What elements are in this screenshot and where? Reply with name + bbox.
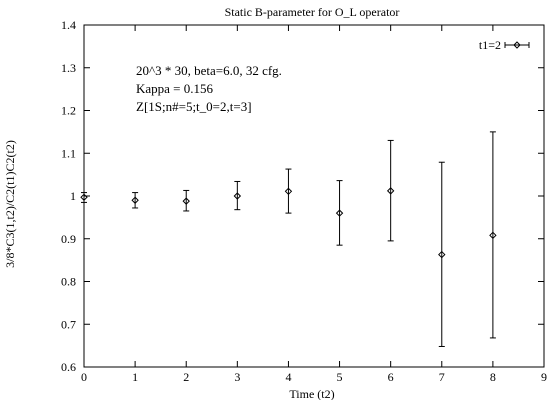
x-tick-label: 3 bbox=[234, 370, 240, 384]
x-tick-label: 9 bbox=[541, 370, 547, 384]
data-point bbox=[80, 193, 88, 201]
y-tick-label: 0.6 bbox=[61, 360, 76, 374]
y-tick-label: 0.9 bbox=[61, 232, 76, 246]
y-axis-label: 3/8*C3(1,t2)/C2(t1)C2(t2) bbox=[3, 140, 17, 268]
x-axis-label: Time (t2) bbox=[289, 387, 334, 400]
chart-title: Static B-parameter for O_L operator bbox=[225, 5, 400, 19]
y-tick-label: 1.4 bbox=[61, 18, 76, 32]
x-tick-label: 1 bbox=[132, 370, 138, 384]
legend-marker bbox=[513, 41, 521, 49]
annotations: 20^3 * 30, beta=6.0, 32 cfg. Kappa = 0.15… bbox=[136, 63, 282, 114]
legend: t1=2 bbox=[479, 38, 530, 52]
x-tick-label: 8 bbox=[490, 370, 496, 384]
data-point bbox=[489, 231, 497, 240]
x-tick-label: 4 bbox=[285, 370, 291, 384]
y-tick-label: 1.2 bbox=[61, 104, 76, 118]
y-tick-label: 1.3 bbox=[61, 61, 76, 75]
y-tick-label: 0.7 bbox=[61, 317, 76, 331]
data-point bbox=[438, 250, 446, 259]
annotation-line: 20^3 * 30, beta=6.0, 32 cfg. bbox=[136, 63, 282, 78]
data-point bbox=[284, 187, 293, 196]
data-point bbox=[233, 192, 242, 200]
legend-label: t1=2 bbox=[479, 38, 501, 52]
x-tick-label: 5 bbox=[337, 370, 343, 384]
x-tick-label: 0 bbox=[81, 370, 87, 384]
x-tick-label: 6 bbox=[388, 370, 394, 384]
y-tick-label: 1 bbox=[70, 189, 76, 203]
x-tick-label: 7 bbox=[439, 370, 445, 384]
data-point bbox=[131, 196, 139, 204]
data-point bbox=[335, 209, 344, 217]
data-point bbox=[386, 187, 395, 195]
data-point bbox=[182, 197, 190, 205]
y-tick-label: 0.8 bbox=[61, 275, 76, 289]
data-points bbox=[80, 131, 497, 347]
x-tick-label: 2 bbox=[183, 370, 189, 384]
y-tick-label: 1.1 bbox=[61, 146, 76, 160]
annotation-line: Kappa = 0.156 bbox=[136, 81, 214, 96]
annotation-line: Z[1S;n#=5;t_0=2,t=3] bbox=[136, 99, 252, 114]
axis-ticks: 0 1 2 3 4 5 6 7 8 9 0.6 0.7 0.8 0.9 1 1.1 1.2 1.3 1.4 bbox=[61, 18, 547, 384]
